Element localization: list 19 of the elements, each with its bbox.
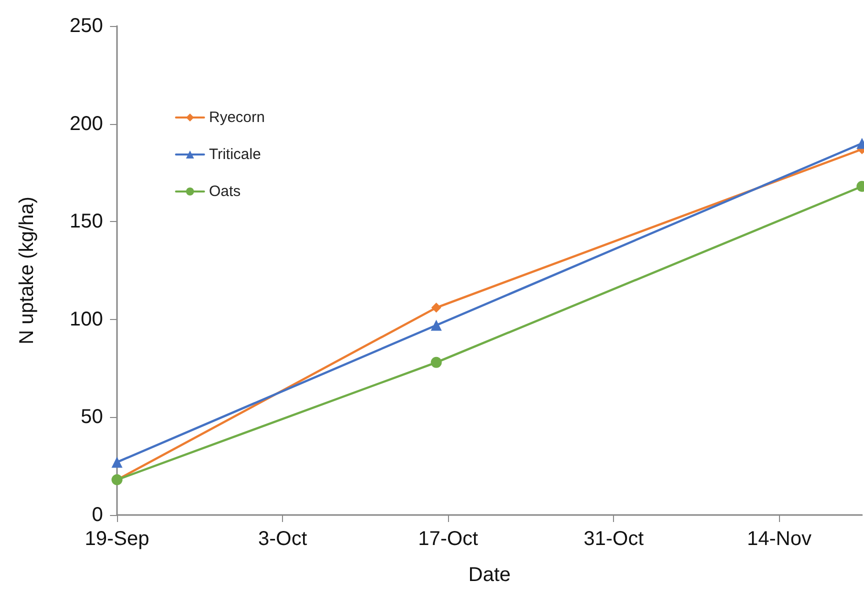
x-axis-title: Date <box>468 564 511 586</box>
x-tick-label: 14-Nov <box>746 528 812 550</box>
y-tick-label: 50 <box>80 406 103 428</box>
x-tick-label: 19-Sep <box>84 528 150 550</box>
point <box>430 320 442 331</box>
x-tick-label: 31-Oct <box>584 528 644 550</box>
point <box>430 356 442 368</box>
x-tick-label: 17-Oct <box>418 528 479 550</box>
legend-label: Oats <box>209 183 241 200</box>
x-tick-label: 3-Oct <box>258 528 308 550</box>
y-tick-label: 200 <box>70 112 103 135</box>
y-axis-title: N uptake (kg/ha) <box>16 196 38 344</box>
legend-label: Ryecorn <box>209 109 265 126</box>
point <box>112 456 122 468</box>
y-tick-label: 150 <box>70 210 103 233</box>
y-tick-label: 250 <box>70 15 103 37</box>
y-tick-label: 0 <box>92 504 103 526</box>
legend-label: Triticale <box>209 146 261 163</box>
y-tick-label: 100 <box>70 308 103 330</box>
